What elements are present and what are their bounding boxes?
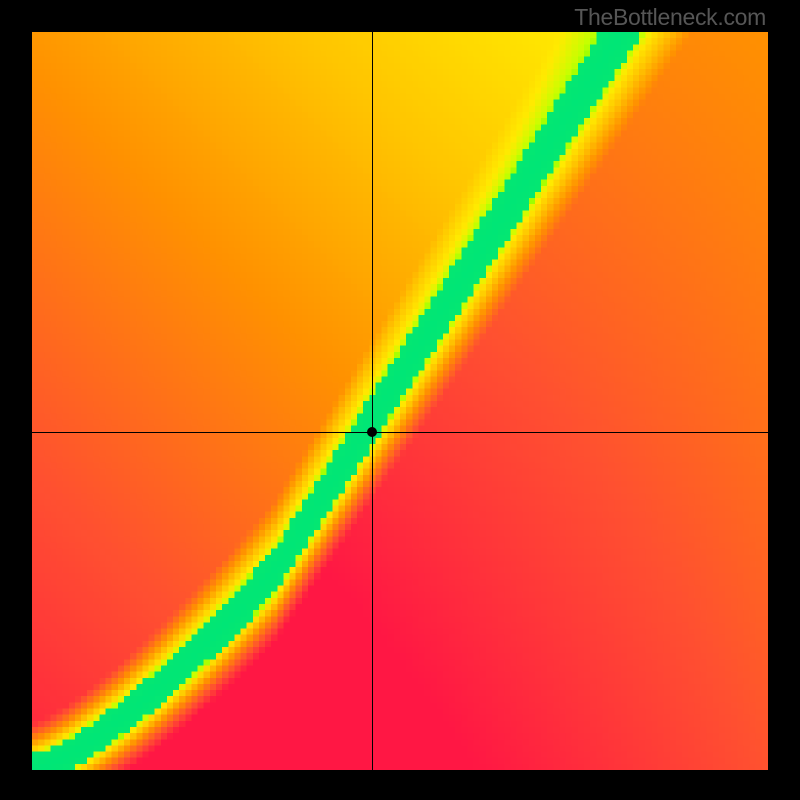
heatmap-frame — [31, 31, 769, 771]
chart-container: TheBottleneck.com — [0, 0, 800, 800]
heatmap-canvas — [32, 32, 768, 770]
watermark-text: TheBottleneck.com — [574, 4, 766, 31]
crosshair-horizontal — [32, 432, 768, 433]
crosshair-vertical — [372, 32, 373, 770]
marker-dot — [367, 427, 377, 437]
